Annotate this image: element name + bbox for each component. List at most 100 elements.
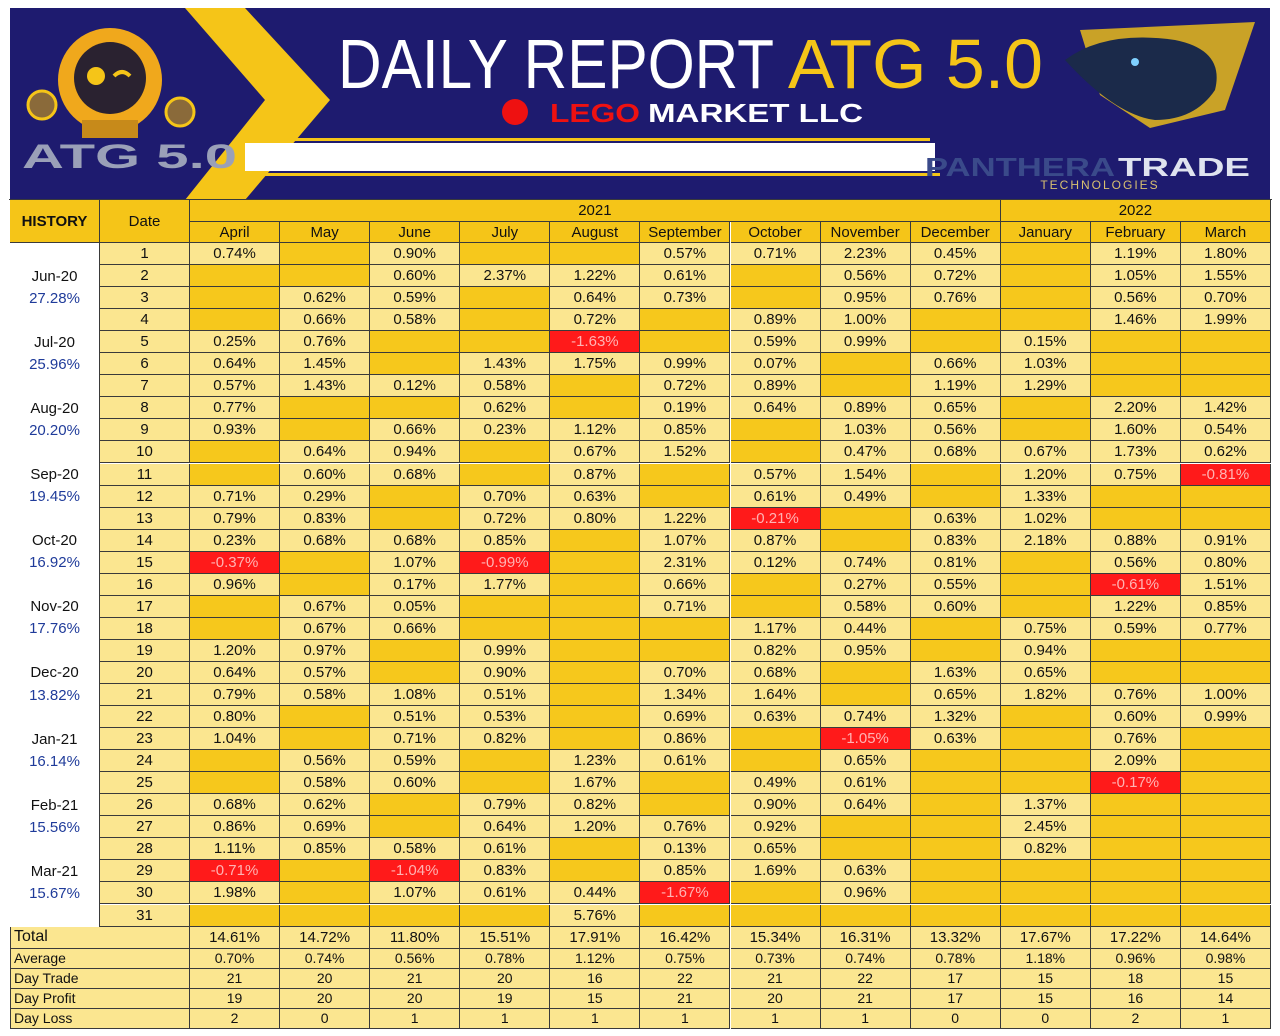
summary-cell: 20 <box>280 988 371 1009</box>
value-cell: 0.75% <box>1090 463 1181 486</box>
empty-cell <box>1180 860 1271 883</box>
empty-cell <box>460 309 551 332</box>
date-cell: 25 <box>100 772 190 795</box>
empty-cell <box>1090 353 1181 376</box>
month-header: May <box>280 222 371 243</box>
value-cell: 1.22% <box>1090 595 1181 618</box>
summary-cell: 2 <box>1090 1008 1181 1029</box>
robot-logo <box>26 28 196 138</box>
summary-cell: 18 <box>1090 968 1181 989</box>
value-cell: 0.57% <box>640 243 731 266</box>
value-cell: 0.59% <box>370 750 461 773</box>
empty-cell <box>910 750 1001 773</box>
empty-cell <box>550 684 641 707</box>
empty-cell <box>910 309 1001 332</box>
value-cell: 2.45% <box>1000 816 1091 839</box>
value-cell: 1.42% <box>1180 397 1271 420</box>
value-cell: 0.66% <box>280 309 371 332</box>
summary-cell: 11.80% <box>370 926 461 949</box>
date-cell: 8 <box>100 397 190 420</box>
empty-cell <box>280 551 371 574</box>
value-cell: 0.71% <box>190 485 281 508</box>
value-cell: 1.07% <box>370 882 461 905</box>
value-cell: 1.19% <box>910 375 1001 398</box>
history-period: Sep-20 <box>10 463 100 486</box>
empty-cell <box>910 816 1001 839</box>
empty-cell <box>1090 639 1181 662</box>
summary-cell: 0.75% <box>640 948 731 969</box>
empty-cell <box>370 331 461 354</box>
value-cell: 0.64% <box>550 287 641 310</box>
value-cell: 0.80% <box>550 507 641 530</box>
value-cell: 0.70% <box>1180 287 1271 310</box>
summary-cell: 16.31% <box>820 926 911 949</box>
value-cell: 0.68% <box>730 661 821 684</box>
history-value: 13.82% <box>10 684 100 707</box>
empty-cell <box>550 838 641 861</box>
value-cell: 0.96% <box>190 573 281 596</box>
summary-cell: 1 <box>460 1008 551 1029</box>
value-cell: 0.73% <box>640 287 731 310</box>
value-cell: 1.43% <box>280 375 371 398</box>
summary-cell: 22 <box>640 968 731 989</box>
value-cell: 2.18% <box>1000 529 1091 552</box>
month-header: January <box>1000 222 1091 243</box>
history-value: 17.76% <box>10 617 100 640</box>
summary-cell: 1 <box>370 1008 461 1029</box>
value-cell: 1.20% <box>1000 463 1091 486</box>
value-cell: 0.12% <box>370 375 461 398</box>
summary-cell: 1 <box>820 1008 911 1029</box>
value-cell: 0.76% <box>640 816 731 839</box>
summary-cell: 19 <box>190 988 281 1009</box>
empty-cell <box>1090 816 1181 839</box>
value-cell: 1.03% <box>1000 353 1091 376</box>
value-cell: 0.19% <box>640 397 731 420</box>
empty-cell <box>370 661 461 684</box>
value-cell: 0.87% <box>550 463 641 486</box>
date-cell: 4 <box>100 309 190 332</box>
empty-cell <box>460 904 551 927</box>
value-cell: 0.60% <box>1090 706 1181 729</box>
value-cell: 0.85% <box>1180 595 1271 618</box>
summary-cell: 21 <box>640 988 731 1009</box>
value-cell: 1.12% <box>550 419 641 442</box>
value-cell: 1.75% <box>550 353 641 376</box>
empty-cell <box>550 397 641 420</box>
loss-cell: -0.21% <box>730 507 821 530</box>
value-cell: 0.58% <box>370 838 461 861</box>
table-frame <box>9 199 1272 200</box>
value-cell: 1.43% <box>460 353 551 376</box>
value-cell: 0.57% <box>280 661 371 684</box>
summary-cell: 0 <box>1000 1008 1091 1029</box>
history-value: 16.14% <box>10 750 100 773</box>
summary-label: Day Trade <box>10 968 190 989</box>
value-cell: 0.29% <box>280 485 371 508</box>
value-cell: 0.63% <box>910 728 1001 751</box>
value-cell: 0.07% <box>730 353 821 376</box>
stripe <box>245 143 935 171</box>
empty-cell <box>640 309 731 332</box>
date-cell: 19 <box>100 639 190 662</box>
summary-cell: 1 <box>1180 1008 1271 1029</box>
value-cell: 1.73% <box>1090 441 1181 464</box>
empty-cell <box>1180 838 1271 861</box>
value-cell: 0.76% <box>910 287 1001 310</box>
date-cell: 6 <box>100 353 190 376</box>
empty-cell <box>280 243 371 266</box>
month-header: June <box>370 222 461 243</box>
empty-cell <box>280 573 371 596</box>
value-cell: 0.61% <box>460 838 551 861</box>
summary-cell: 0.56% <box>370 948 461 969</box>
date-cell: 24 <box>100 750 190 773</box>
summary-cell: 0.73% <box>730 948 821 969</box>
empty-cell <box>370 816 461 839</box>
value-cell: 0.61% <box>730 485 821 508</box>
summary-cell: 0.78% <box>910 948 1001 969</box>
history-period: Aug-20 <box>10 397 100 420</box>
empty-cell <box>280 706 371 729</box>
empty-cell <box>640 794 731 817</box>
summary-cell: 1 <box>640 1008 731 1029</box>
summary-label: Day Loss <box>10 1008 190 1029</box>
empty-cell <box>1000 772 1091 795</box>
value-cell: 0.70% <box>640 661 731 684</box>
